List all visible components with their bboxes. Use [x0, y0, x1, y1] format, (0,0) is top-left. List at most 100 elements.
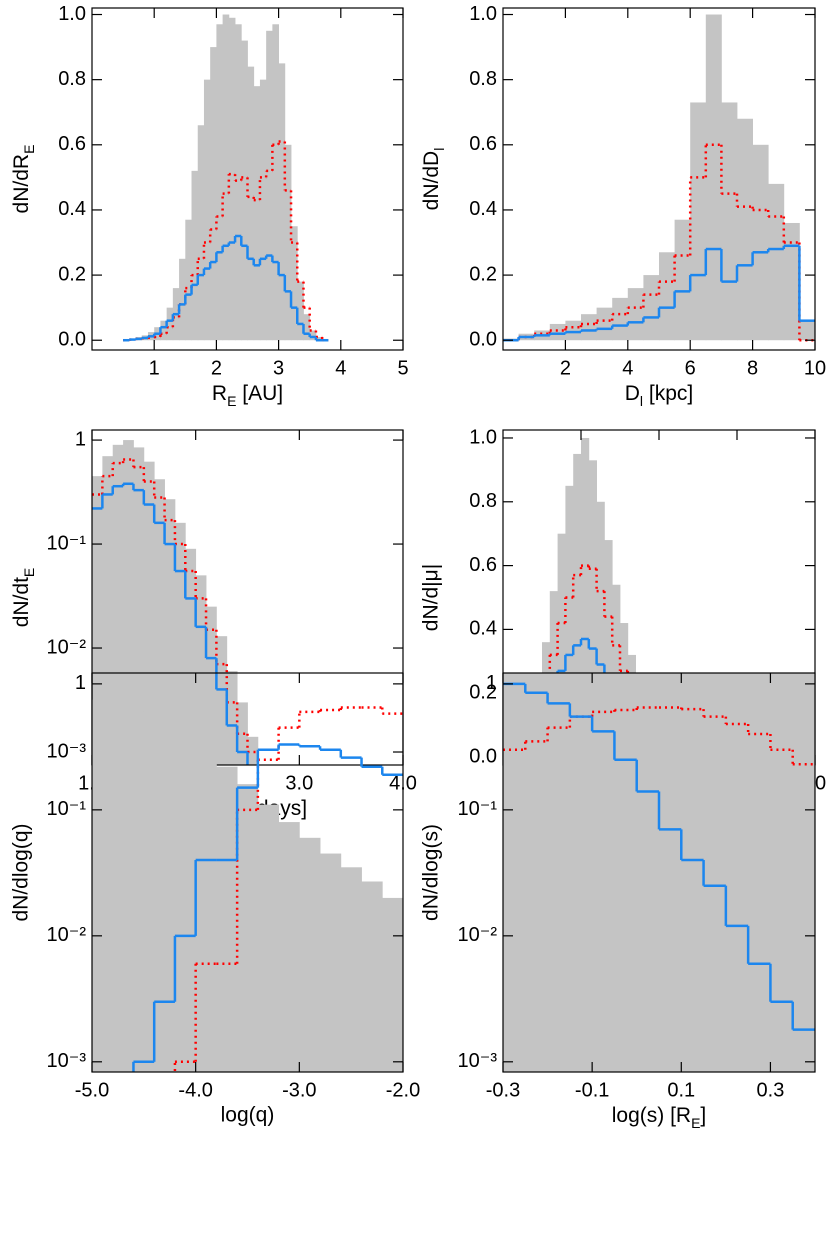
bar [309, 330, 317, 341]
x-tick-label: 3.0 [285, 772, 313, 794]
x-axis-label-main: R [212, 382, 227, 405]
bar [581, 437, 590, 758]
plot-area [92, 699, 403, 1072]
x-axis-label: Dl [kpc] [625, 382, 693, 409]
bar [382, 897, 403, 1072]
y-tick-label: 1 [75, 672, 86, 694]
y-tick-label: 0.6 [58, 133, 86, 155]
y-tick-label: 10⁻² [47, 636, 87, 658]
bar [191, 170, 199, 341]
bar [612, 584, 621, 758]
bar [195, 575, 207, 765]
y-tick-label: 10⁻³ [458, 1050, 498, 1072]
x-tick-label: -3.0 [282, 1079, 316, 1101]
y-axis-label: dN/dlog(q) [10, 823, 33, 921]
y-axis-label: dN/dlog(s) [420, 824, 443, 921]
y-tick-label: 0.0 [58, 329, 86, 351]
bar [565, 485, 574, 758]
x-tick-label: 5 [397, 357, 408, 379]
bar [284, 144, 292, 341]
x-axis-label-tail: [kpc] [643, 382, 693, 405]
y-tick-label: 0.6 [469, 133, 497, 155]
bar [133, 711, 155, 1072]
bar [228, 17, 236, 341]
bar [185, 548, 197, 765]
y-tick-label: 10⁻² [458, 924, 498, 946]
bar [92, 699, 114, 1072]
histogram-fill [503, 14, 815, 341]
y-axis-label-sub: E [21, 568, 37, 577]
x-tick-label: 8 [747, 357, 758, 379]
y-tick-label: 10⁻³ [47, 1050, 87, 1072]
histogram-fill [129, 14, 323, 341]
bar [596, 501, 605, 758]
bar [266, 30, 273, 341]
bar [569, 673, 593, 1072]
y-tick-label: 0.2 [469, 263, 497, 285]
y-tick-label: 0.4 [58, 198, 86, 220]
bar [659, 673, 682, 1072]
y-tick-label: 1.0 [58, 3, 86, 25]
bar [752, 144, 769, 341]
bar [164, 499, 176, 765]
bar [133, 447, 145, 765]
bar [588, 460, 597, 758]
plot-area [503, 673, 815, 1072]
bar [222, 14, 230, 341]
y-tick-label: 0.2 [58, 263, 86, 285]
y-tick-label: 10⁻² [47, 924, 87, 946]
bar [592, 673, 615, 1072]
y-axis-label: dN/d|μ| [420, 564, 443, 631]
axes-frame [91, 429, 404, 766]
bar [525, 673, 548, 1072]
histogram-fill [503, 673, 815, 1072]
bar [237, 702, 248, 765]
y-axis-label-main: dN/dD [420, 151, 443, 211]
bar [112, 699, 134, 1072]
y-tick-label: 0.0 [469, 329, 497, 351]
bar [770, 673, 794, 1072]
y-axis-label-main: dN/dR [10, 154, 33, 214]
histogram-fill [92, 440, 259, 765]
x-axis-label-sub: l [640, 393, 643, 409]
y-tick-label: 1.0 [469, 426, 497, 448]
bar [557, 533, 566, 758]
bar [259, 79, 267, 341]
y-tick-label: 0.8 [58, 68, 86, 90]
x-axis-label: log(s) [RE] [612, 1104, 707, 1131]
axes-frame [91, 672, 404, 1073]
bar [614, 673, 638, 1072]
bar [166, 307, 174, 341]
bar [241, 40, 248, 341]
y-axis-label: dN/dDl [420, 148, 447, 211]
histogram-step [92, 482, 249, 765]
bar [799, 320, 815, 341]
bar [226, 671, 238, 765]
bar [320, 853, 342, 1072]
bar [123, 440, 134, 765]
axes-frame [502, 7, 816, 351]
bar [257, 804, 279, 1072]
y-tick-label: 0.4 [469, 198, 497, 220]
x-tick-label: -5.0 [75, 1079, 109, 1101]
bar [627, 288, 644, 341]
x-axis-label-tail: ] [700, 1104, 706, 1127]
histogram-step [92, 458, 258, 754]
bar [179, 258, 186, 341]
bar [174, 736, 197, 1072]
plot-area [92, 440, 259, 765]
bar [203, 79, 211, 341]
bar [315, 336, 323, 341]
y-tick-label: 10⁻³ [47, 740, 87, 762]
bar [291, 226, 298, 341]
bar [549, 323, 566, 341]
histogram-step [123, 234, 329, 342]
y-axis-label-sub: E [21, 145, 37, 154]
y-tick-label: 0.8 [469, 490, 497, 512]
bar [681, 673, 704, 1072]
panel: -0.3 -0.1 0.1 0.3 1 10⁻¹ 10⁻² 10⁻³ log(s) [RE] dN… [420, 672, 816, 1131]
panel: -5.0 -4.0 -3.0 -2.0 1 10⁻¹ 10⁻² 10⁻³ log(q) dN/dl… [10, 672, 421, 1126]
y-tick-label: 1 [75, 428, 86, 450]
bar [674, 219, 691, 341]
